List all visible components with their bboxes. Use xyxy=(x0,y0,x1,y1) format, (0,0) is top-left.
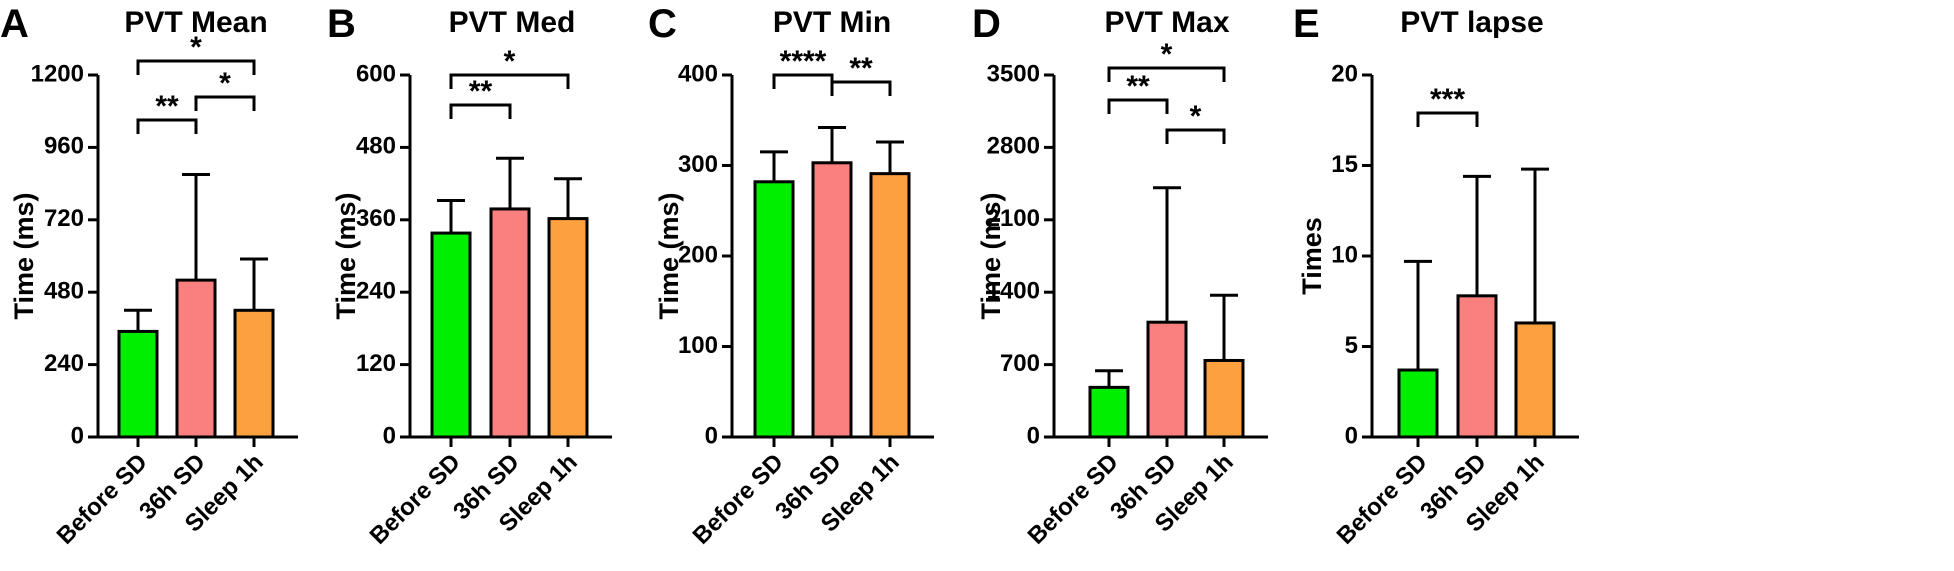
bar-36h-sd xyxy=(811,161,853,439)
significance-label: * xyxy=(504,45,516,78)
chart-title: PVT Max xyxy=(1104,6,1229,39)
panel-b: B PVT Med Time (ms) 0 120 240 360 480 600 Before … xyxy=(327,2,612,550)
significance-bracket xyxy=(136,118,198,134)
y-tick-label: 240 xyxy=(44,350,84,377)
y-tick-label: 2800 xyxy=(987,133,1040,160)
chart-title: PVT lapse xyxy=(1400,6,1543,39)
panel-a: A PVT Mean Time (ms) 0 240 480 720 960 1200 Befor… xyxy=(0,2,298,550)
y-tick-label: 1200 xyxy=(31,60,84,87)
y-tick-label: 0 xyxy=(705,422,718,449)
y-axis-label: Time (ms) xyxy=(976,192,1006,319)
bar-36h-sd xyxy=(1456,294,1498,439)
significance-label: *** xyxy=(1430,83,1465,116)
y-tick-label: 0 xyxy=(1027,422,1040,449)
y-tick-label: 700 xyxy=(1000,350,1040,377)
panel-letter: B xyxy=(327,2,356,46)
y-tick-label: 400 xyxy=(678,60,718,87)
significance-label: * xyxy=(219,67,231,100)
bar-before-sd xyxy=(1088,385,1130,439)
x-tick-label: Before SD xyxy=(688,449,789,550)
significance-label: ** xyxy=(155,90,179,123)
bar-sleep-1h xyxy=(1514,321,1556,439)
y-tick-label: 20 xyxy=(1331,60,1358,87)
significance-bracket xyxy=(449,73,570,89)
bar-sleep-1h xyxy=(233,308,275,439)
panel-letter: E xyxy=(1293,2,1320,46)
x-tick-label: Before SD xyxy=(52,449,153,550)
y-tick-label: 10 xyxy=(1331,241,1358,268)
y-tick-label: 720 xyxy=(44,205,84,232)
bar-sleep-1h xyxy=(1203,358,1245,439)
significance-label: * xyxy=(1190,100,1202,133)
significance-label: * xyxy=(1161,38,1173,71)
bar-before-sd xyxy=(117,329,159,439)
panel-letter: D xyxy=(972,2,1001,46)
y-tick-label: 300 xyxy=(678,151,718,178)
panel-letter: A xyxy=(0,2,29,46)
significance-bracket xyxy=(1107,66,1226,82)
y-tick-label: 480 xyxy=(44,278,84,305)
y-tick-label: 600 xyxy=(356,60,396,87)
chart-title: PVT Med xyxy=(449,6,576,39)
significance-label: **** xyxy=(780,45,827,78)
bar-before-sd xyxy=(430,231,472,439)
significance-bracket xyxy=(1107,98,1169,114)
y-tick-label: 0 xyxy=(383,422,396,449)
panel-d: D PVT Max Time (ms) 0 700 1400 2100 2800 3500 Bef… xyxy=(972,2,1268,550)
y-axis-label: Time (ms) xyxy=(9,192,39,319)
y-tick-label: 100 xyxy=(678,332,718,359)
bar-sleep-1h xyxy=(547,217,589,439)
bar-sleep-1h xyxy=(869,172,911,439)
bar-36h-sd xyxy=(175,278,217,439)
significance-bracket xyxy=(449,103,512,119)
y-tick-label: 1400 xyxy=(987,278,1040,305)
x-tick-label: Before SD xyxy=(1023,449,1124,550)
significance-bracket xyxy=(1165,128,1226,144)
panel-letter: C xyxy=(648,2,677,46)
y-tick-label: 3500 xyxy=(987,60,1040,87)
y-tick-label: 5 xyxy=(1345,332,1358,359)
y-tick-label: 200 xyxy=(678,241,718,268)
significance-label: ** xyxy=(1126,70,1150,103)
y-tick-label: 2100 xyxy=(987,205,1040,232)
x-tick-label: Before SD xyxy=(1332,449,1433,550)
y-axis-label: Time (ms) xyxy=(654,192,684,319)
y-axis-label: Times xyxy=(1297,217,1327,295)
significance-label: ** xyxy=(849,52,873,85)
bar-before-sd xyxy=(753,180,795,439)
y-tick-label: 480 xyxy=(356,133,396,160)
x-tick-label: Before SD xyxy=(365,449,466,550)
bar-36h-sd xyxy=(1146,320,1188,439)
y-tick-label: 960 xyxy=(44,133,84,160)
significance-bracket xyxy=(136,59,256,75)
significance-label: * xyxy=(190,31,202,64)
y-tick-label: 240 xyxy=(356,278,396,305)
bar-36h-sd xyxy=(489,207,531,439)
y-tick-label: 0 xyxy=(1345,422,1358,449)
y-tick-label: 120 xyxy=(356,350,396,377)
significance-bracket xyxy=(1416,111,1479,127)
y-tick-label: 0 xyxy=(71,422,84,449)
significance-label: ** xyxy=(469,75,493,108)
y-axis-label: Time (ms) xyxy=(331,192,361,319)
significance-bracket xyxy=(830,80,892,96)
chart-title: PVT Mean xyxy=(124,6,267,39)
y-tick-label: 15 xyxy=(1331,151,1358,178)
significance-bracket xyxy=(194,95,256,111)
bar-before-sd xyxy=(1397,368,1439,439)
chart-title: PVT Min xyxy=(773,6,891,39)
y-tick-label: 360 xyxy=(356,205,396,232)
